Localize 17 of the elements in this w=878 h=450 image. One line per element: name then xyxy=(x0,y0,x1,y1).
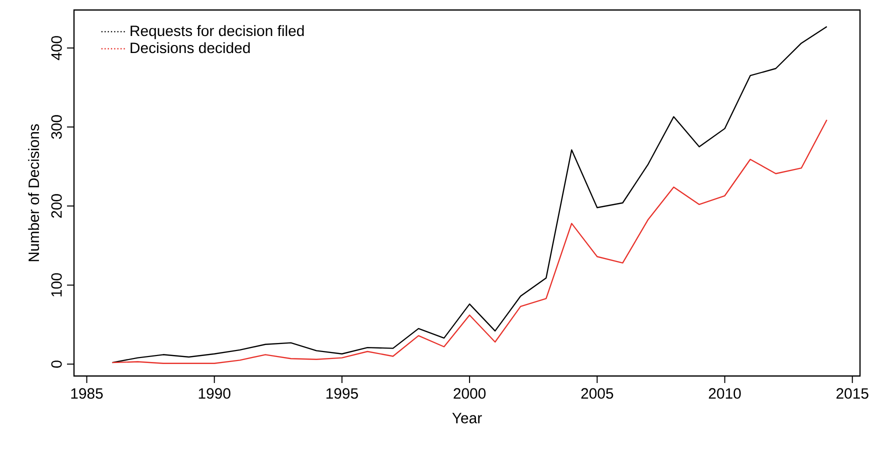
x-tick-label: 2010 xyxy=(708,388,741,399)
x-tick-label: 1985 xyxy=(71,388,103,399)
x-tick-label: 1995 xyxy=(326,388,358,399)
y-tick-label: 0 xyxy=(51,360,62,368)
line-series xyxy=(112,26,828,364)
y-axis-title: Number of Decisions xyxy=(28,124,40,262)
y-tick-label: 300 xyxy=(51,115,62,139)
y-tick-label: 400 xyxy=(51,36,62,60)
y-tick-label: 100 xyxy=(51,273,62,296)
x-tick-label: 2015 xyxy=(836,388,868,399)
x-tick-label: 1990 xyxy=(198,388,230,399)
y-tick-label: 200 xyxy=(51,194,62,218)
legend-label: Decisions decided xyxy=(130,42,250,54)
x-tick-label: 2000 xyxy=(454,388,486,399)
x-axis-title: Year xyxy=(452,412,482,424)
x-tick-label: 2005 xyxy=(581,388,614,399)
legend-label: Requests for decision filed xyxy=(130,25,304,40)
